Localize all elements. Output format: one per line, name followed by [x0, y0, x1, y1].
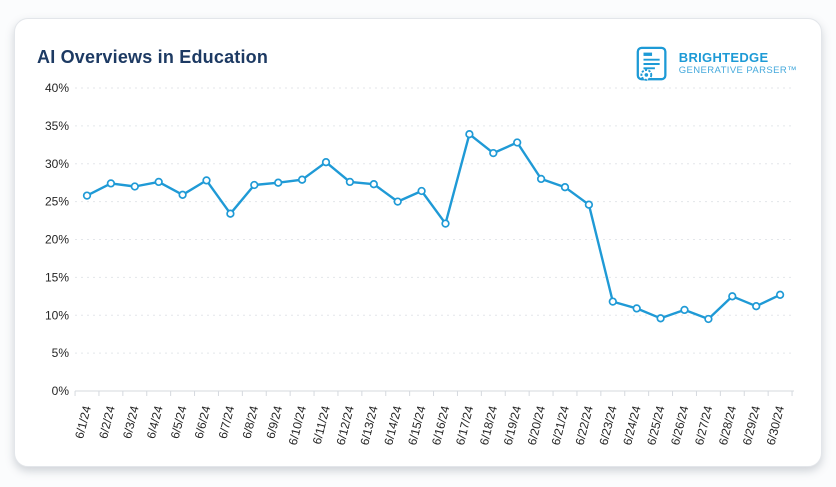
x-tick-label: 6/1/24	[72, 404, 94, 440]
x-tick-label: 6/18/24	[477, 404, 500, 447]
data-point[interactable]	[178, 190, 187, 199]
brightedge-logo: BRIGHTEDGE GENERATIVE PARSER™	[634, 45, 797, 83]
line-chart-canvas: 0%5%10%15%20%25%30%35%40%6/1/24 6/2/24 6/3…	[45, 81, 794, 447]
data-point[interactable]	[130, 182, 139, 191]
x-tick-label: 6/22/24	[573, 404, 596, 447]
data-point[interactable]	[369, 180, 378, 189]
x-tick-label: 6/10/24	[286, 404, 309, 447]
data-point[interactable]	[465, 130, 474, 139]
y-tick-label: 25%	[45, 195, 69, 209]
x-tick-label: 6/30/24	[764, 404, 787, 447]
data-point[interactable]	[345, 177, 355, 187]
data-point[interactable]	[82, 191, 92, 200]
data-point[interactable]	[202, 176, 211, 185]
x-tick-label: 6/28/24	[716, 404, 739, 447]
x-tick-label: 6/11/24	[310, 404, 333, 446]
chart-title: AI Overviews in Education	[37, 47, 269, 67]
data-point[interactable]	[584, 200, 594, 209]
data-point[interactable]	[728, 292, 737, 301]
data-point[interactable]	[441, 219, 450, 228]
data-point[interactable]	[608, 297, 617, 306]
x-tick-label: 6/9/24	[263, 404, 285, 440]
x-tick-label: 6/26/24	[668, 404, 691, 447]
logo-brand-text: BRIGHTEDGE	[678, 50, 769, 66]
x-tick-label: 6/21/24	[549, 404, 572, 447]
x-tick-label: 6/7/24	[216, 404, 238, 440]
x-tick-label: 6/14/24	[381, 404, 404, 447]
y-tick-label: 10%	[45, 308, 69, 322]
x-tick-label: 6/3/24	[120, 404, 142, 440]
data-point[interactable]	[704, 314, 713, 324]
x-tick-label: 6/17/24	[453, 404, 476, 447]
data-point[interactable]	[274, 178, 283, 187]
data-point[interactable]	[513, 138, 522, 147]
data-point[interactable]	[536, 174, 546, 184]
data-point[interactable]	[656, 314, 665, 323]
y-tick-label: 40%	[45, 81, 69, 95]
card-header: AI Overviews in Education BRIGHTEDGE GEN…	[37, 39, 803, 83]
x-tick-label: 6/4/24	[144, 404, 166, 440]
chart-card: AI Overviews in Education BRIGHTEDGE GEN…	[14, 18, 822, 467]
y-tick-label: 30%	[45, 157, 69, 171]
y-tick-label: 35%	[45, 119, 69, 133]
data-point[interactable]	[297, 175, 307, 184]
x-tick-label: 6/16/24	[429, 404, 452, 447]
x-tick-label: 6/24/24	[620, 404, 643, 447]
data-point[interactable]	[680, 305, 689, 315]
data-point[interactable]	[632, 304, 641, 313]
x-tick-label: 6/6/24	[192, 404, 214, 440]
data-point[interactable]	[154, 177, 163, 187]
x-tick-label: 6/15/24	[405, 404, 428, 447]
x-tick-label: 6/2/24	[96, 404, 118, 440]
y-tick-label: 15%	[45, 270, 69, 284]
x-tick-label: 6/27/24	[692, 404, 715, 447]
y-tick-label: 5%	[52, 346, 70, 360]
x-tick-label: 6/8/24	[240, 404, 262, 440]
x-tick-label: 6/5/24	[168, 404, 190, 440]
logo-text: BRIGHTEDGE GENERATIVE PARSER™	[678, 50, 797, 77]
data-point[interactable]	[417, 186, 426, 196]
data-point[interactable]	[250, 180, 259, 190]
y-tick-label: 20%	[45, 233, 69, 247]
document-parser-icon	[636, 46, 667, 81]
y-tick-label: 0%	[52, 384, 70, 398]
data-point[interactable]	[775, 290, 785, 299]
data-point[interactable]	[393, 197, 402, 206]
x-tick-label: 6/23/24	[596, 404, 619, 447]
x-tick-label: 6/13/24	[357, 404, 380, 447]
data-point[interactable]	[226, 209, 235, 218]
x-tick-label: 6/25/24	[644, 404, 667, 447]
data-point[interactable]	[321, 158, 331, 167]
data-point[interactable]	[560, 183, 570, 192]
x-tick-label: 6/20/24	[525, 404, 548, 447]
x-tick-label: 6/29/24	[740, 404, 763, 447]
logo-product-text: GENERATIVE PARSER™	[678, 65, 797, 76]
data-point[interactable]	[489, 148, 498, 158]
data-point[interactable]	[752, 302, 761, 311]
data-point[interactable]	[106, 179, 116, 188]
x-tick-label: 6/19/24	[501, 404, 524, 447]
x-tick-label: 6/12/24	[334, 404, 357, 447]
trend-line	[85, 132, 782, 321]
